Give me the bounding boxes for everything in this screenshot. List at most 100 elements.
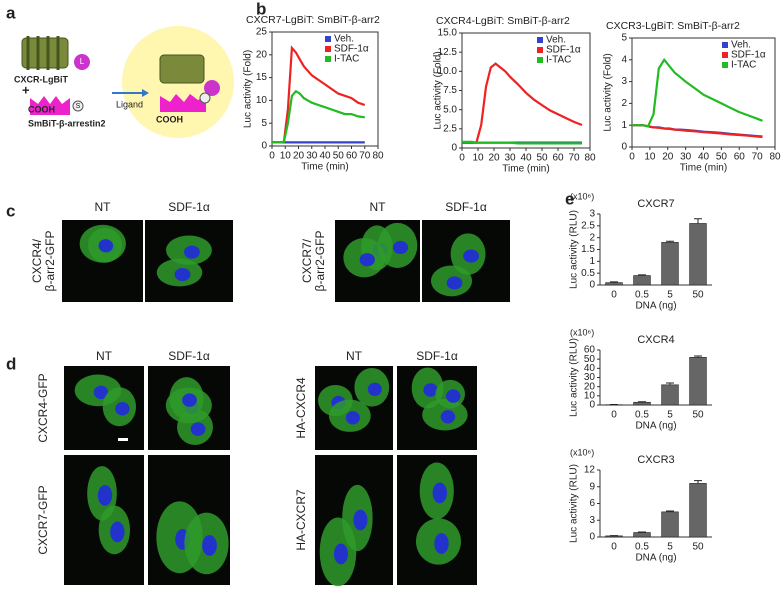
arrowhead — [142, 89, 149, 97]
multiplier: (x10⁶) — [570, 191, 594, 201]
x-tick-label: 0 — [611, 542, 617, 553]
ligand-label: Ligand — [116, 99, 143, 109]
x-tick-label: 50 — [333, 151, 345, 162]
y-tick-label: 0 — [589, 280, 595, 291]
y-tick-label: 20 — [256, 49, 268, 60]
error-bar — [694, 218, 702, 224]
nucleus — [359, 253, 375, 267]
y-tick-label: 1.5 — [581, 244, 595, 255]
series-line — [462, 140, 582, 145]
cooh: COOH — [28, 104, 55, 114]
panel-label: c — [6, 201, 15, 220]
multiplier: (x10⁶) — [570, 327, 594, 337]
bar — [689, 483, 707, 538]
column-header: NT — [95, 200, 112, 214]
y-tick-label: 50 — [584, 354, 596, 365]
y-tick-label: 15 — [256, 72, 268, 83]
y-axis-label: Luc activity (RLU) — [569, 210, 580, 289]
x-tick-label: 80 — [584, 153, 596, 164]
error-bar — [694, 355, 702, 358]
x-tick-label: 0 — [611, 410, 617, 421]
y-tick-label: 2.5 — [443, 123, 457, 134]
x-tick-label: 5 — [667, 290, 673, 301]
bar — [661, 242, 679, 286]
x-axis-label: DNA (ng) — [635, 301, 676, 312]
y-tick-label: 15.0 — [438, 28, 458, 39]
legend-marker — [537, 57, 543, 63]
legend-marker — [537, 37, 543, 43]
lgbit — [74, 54, 90, 70]
row-label: CXCR4/ — [30, 238, 44, 283]
y-tick-label: 0.5 — [581, 268, 595, 279]
y-tick-label: 6 — [589, 498, 595, 509]
y-tick-label: 40 — [584, 363, 596, 374]
x-axis-label: Time (min) — [301, 162, 348, 173]
y-tick-label: 0 — [589, 532, 595, 543]
y-tick-label: 2.5 — [581, 220, 595, 231]
x-tick-label: 60 — [346, 151, 358, 162]
smbit-letter: S — [76, 103, 81, 110]
panel-label: b — [256, 0, 266, 18]
y-tick-label: 3 — [589, 515, 595, 526]
panel-label: d — [6, 354, 16, 373]
y-tick-label: 5.0 — [443, 104, 457, 115]
legend-label: SDF-1α — [546, 45, 581, 56]
x-tick-label: 5 — [667, 542, 673, 553]
error-bar — [638, 531, 646, 533]
nucleus — [446, 276, 463, 290]
legend-marker — [325, 46, 331, 52]
error-bar — [694, 480, 702, 484]
legend-label: I-TAC — [546, 55, 571, 66]
x-tick-label: 70 — [359, 151, 371, 162]
x-tick-label: 0.5 — [635, 290, 649, 301]
y-tick-label: 10 — [256, 95, 268, 106]
y-tick-label: 9 — [589, 481, 595, 492]
x-tick-label: 10 — [644, 152, 656, 163]
panel-label: a — [6, 3, 16, 22]
column-header: SDF-1α — [168, 200, 210, 214]
y-tick-label: 5 — [261, 118, 267, 129]
y-tick-label: 12.5 — [438, 47, 458, 58]
arrestin-label: SmBiT-β-arrestin2 — [28, 118, 106, 128]
error-bar — [666, 510, 674, 512]
x-tick-label: 0 — [459, 153, 465, 164]
legend-label: I-TAC — [731, 60, 756, 71]
nucleus — [440, 410, 456, 424]
arrestin — [30, 96, 70, 115]
y-axis-label: Luc activity (Fold) — [243, 50, 254, 128]
error-bar — [610, 281, 618, 283]
x-tick-label: 0 — [269, 151, 275, 162]
nucleus — [174, 267, 191, 282]
nucleus — [93, 385, 109, 400]
nucleus — [463, 249, 479, 263]
column-header: SDF-1α — [445, 200, 487, 214]
x-tick-label: 20 — [293, 151, 305, 162]
receptor — [159, 54, 205, 84]
x-tick-label: 20 — [662, 152, 674, 163]
legend-label: I-TAC — [334, 54, 359, 65]
x-axis-label: DNA (ng) — [635, 421, 676, 432]
x-tick-label: 50 — [716, 152, 728, 163]
legend-marker — [722, 62, 728, 68]
x-tick-label: 30 — [504, 153, 516, 164]
x-tick-label: 30 — [680, 152, 692, 163]
legend-label: Veh. — [334, 34, 354, 45]
column-header: NT — [96, 349, 113, 363]
error-bar — [666, 240, 674, 243]
x-axis-label: Time (min) — [680, 163, 727, 174]
panel-a-schematic: CXCR-LgBiT + COOH SmBiT-β-arrestin2 Liga… — [14, 26, 234, 138]
y-tick-label: 60 — [584, 345, 596, 356]
arrestin — [160, 94, 206, 112]
chart-title: CXCR3-LgBiT: SmBiT-β-arr2 — [606, 20, 740, 32]
column-header: SDF-1α — [416, 349, 458, 363]
chart-title: CXCR7-LgBiT: SmBiT-β-arr2 — [246, 14, 380, 26]
x-tick-label: 70 — [752, 152, 764, 163]
x-tick-label: 60 — [552, 153, 564, 164]
nucleus — [98, 239, 114, 253]
bar — [633, 532, 651, 538]
x-tick-label: 10 — [280, 151, 292, 162]
row-label: β-arr2-GFP — [43, 231, 57, 292]
chart-title: CXCR7 — [637, 198, 674, 210]
bar — [633, 275, 651, 286]
bar — [689, 357, 707, 406]
